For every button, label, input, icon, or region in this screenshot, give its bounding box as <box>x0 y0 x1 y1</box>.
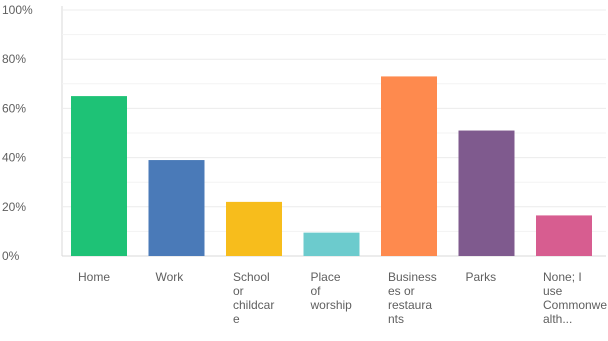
y-tick-label: 20% <box>2 200 26 214</box>
bar[interactable] <box>381 76 437 256</box>
x-category-label-line: of <box>311 284 322 298</box>
bar[interactable] <box>303 232 360 256</box>
x-category-label-line: School <box>233 270 270 284</box>
x-category-label-line: Place <box>311 270 341 284</box>
y-tick-label: 100% <box>2 3 33 17</box>
x-category-label-line: Work <box>156 270 185 284</box>
bars-layer <box>71 76 592 256</box>
y-tick-label: 40% <box>2 151 26 165</box>
x-category-label-line: e <box>233 312 240 326</box>
x-category-label-line: Parks <box>466 270 497 284</box>
x-category-label-line: use <box>543 284 563 298</box>
x-category-label-line: Home <box>78 270 110 284</box>
x-category-label: Business es or restaura nts <box>388 270 437 326</box>
x-category-label: Place of worship <box>310 270 353 312</box>
bar[interactable] <box>458 130 515 256</box>
grid-layer <box>61 6 606 257</box>
x-category-label: Home <box>78 270 110 284</box>
y-tick-label: 80% <box>2 52 26 66</box>
bar[interactable] <box>226 201 282 256</box>
x-category-label: School or childcar e <box>233 270 274 326</box>
x-category-label: Work <box>156 270 185 284</box>
bar[interactable] <box>148 160 205 256</box>
x-category-label-line: Business <box>388 270 437 284</box>
x-category-label-line: nts <box>388 312 404 326</box>
x-category-label-line: Commonwe <box>543 298 607 312</box>
x-category-label-line: None; I <box>543 270 582 284</box>
x-category-label-line: restaura <box>388 298 432 312</box>
x-category-label-line: alth... <box>543 312 572 326</box>
x-category-label-line: childcar <box>233 298 274 312</box>
y-tick-label: 60% <box>2 101 26 115</box>
y-tick-label: 0% <box>2 249 20 263</box>
bar[interactable] <box>71 96 127 256</box>
x-category-label-line: or <box>233 284 244 298</box>
x-category-label-line: es or <box>388 284 415 298</box>
x-category-label-line: worship <box>310 298 353 312</box>
x-category-label: Parks <box>466 270 497 284</box>
bar[interactable] <box>536 215 592 256</box>
y-axis: 0% 20% 40% 60% 80% 100% <box>2 3 33 263</box>
x-axis-labels: Home Work School or childcar e Place of worship B… <box>78 270 607 326</box>
